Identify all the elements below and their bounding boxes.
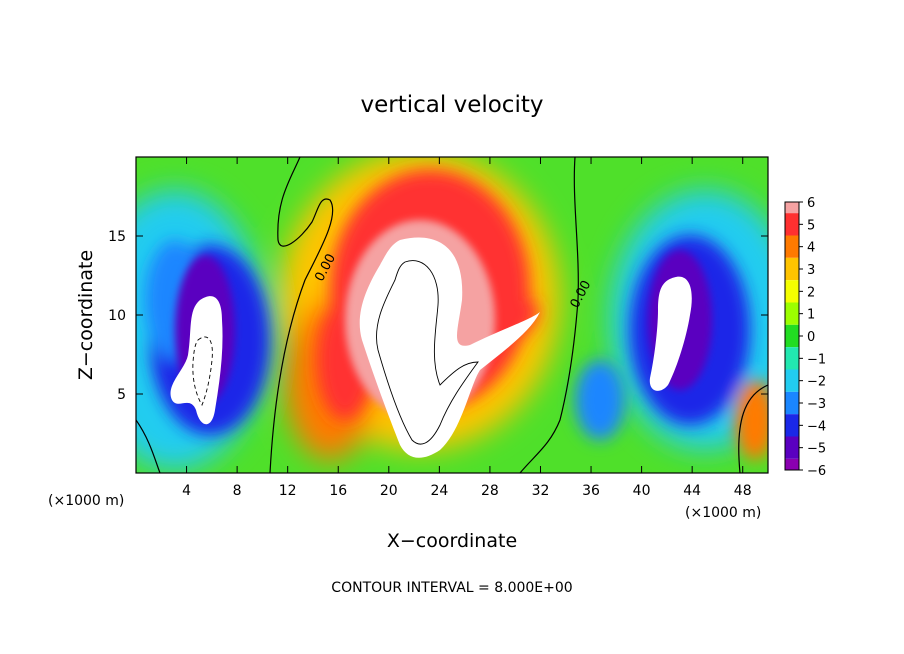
extreme-regions bbox=[170, 237, 692, 458]
plot-area: 0.00 0.00 bbox=[136, 157, 768, 473]
chart-title: vertical velocity bbox=[361, 92, 544, 118]
x-tick-label: 32 bbox=[532, 483, 550, 499]
zero-contour-bottom bbox=[136, 419, 161, 473]
colorbar-label: 5 bbox=[807, 218, 815, 233]
x-tick-label: 48 bbox=[734, 483, 752, 499]
colorbar-swatch bbox=[785, 458, 799, 470]
colorbar-label: 1 bbox=[807, 308, 815, 323]
x-tick-label: 44 bbox=[683, 483, 701, 499]
colorbar-label: −1 bbox=[807, 352, 826, 367]
x-tick-label: 12 bbox=[279, 483, 297, 499]
colorbar-label: −5 bbox=[807, 442, 826, 457]
x-tick-label: 8 bbox=[233, 483, 242, 499]
x-unit-left: (×1000 m) bbox=[48, 493, 124, 509]
colorbar-label: −3 bbox=[807, 397, 826, 412]
downdraft-contour-dashed bbox=[192, 336, 213, 407]
zero-contour-left bbox=[269, 157, 334, 473]
x-tick-label: 28 bbox=[481, 483, 499, 499]
colorbar-label: −2 bbox=[807, 375, 826, 390]
colorbar-label: 2 bbox=[807, 285, 815, 300]
x-tick-label: 20 bbox=[380, 483, 398, 499]
zero-contour-far-right bbox=[738, 384, 768, 473]
y-tick-label: 15 bbox=[108, 229, 126, 245]
y-axis: 5 10 15 bbox=[108, 229, 768, 403]
updraft-contour bbox=[376, 260, 479, 445]
colorbar-swatch bbox=[785, 369, 799, 392]
left-downdraft-core bbox=[170, 296, 223, 425]
colorbar-swatch bbox=[785, 202, 799, 214]
colorbar-swatch bbox=[785, 436, 799, 459]
y-tick-label: 5 bbox=[117, 387, 126, 403]
updraft-core bbox=[359, 237, 540, 458]
contour-lines bbox=[136, 157, 768, 473]
colorbar-swatch bbox=[785, 280, 799, 303]
colorbar-swatch bbox=[785, 391, 799, 415]
colorbar-swatch bbox=[785, 213, 799, 236]
colorbar-label: 6 bbox=[807, 196, 815, 211]
colorbar-swatch bbox=[785, 324, 799, 348]
colorbar-swatch bbox=[785, 302, 799, 325]
x-tick-label: 24 bbox=[430, 483, 448, 499]
colorbar-label: −4 bbox=[807, 419, 826, 434]
colorbar-label: −6 bbox=[807, 464, 826, 479]
right-downdraft-core bbox=[649, 276, 692, 391]
y-tick-label: 10 bbox=[108, 308, 126, 324]
x-tick-label: 16 bbox=[329, 483, 347, 499]
colorbar-label: 0 bbox=[807, 330, 815, 345]
x-tick-label: 40 bbox=[633, 483, 651, 499]
zero-contour-right bbox=[519, 157, 579, 473]
colorbar-swatch bbox=[785, 257, 799, 281]
colorbar-swatch bbox=[785, 235, 799, 258]
y-axis-label: Z−coordinate bbox=[75, 250, 97, 380]
contour-interval-footer: CONTOUR INTERVAL = 8.000E+00 bbox=[331, 580, 572, 596]
x-axis-label: X−coordinate bbox=[387, 530, 517, 552]
x-axis: 4 8 12 16 20 24 28 32 36 40 44 48 bbox=[182, 157, 752, 499]
colorbar-swatch bbox=[785, 414, 799, 437]
x-tick-label: 4 bbox=[182, 483, 191, 499]
x-tick-label: 36 bbox=[582, 483, 600, 499]
x-unit-right: (×1000 m) bbox=[685, 505, 761, 521]
colorbar-label: 4 bbox=[807, 241, 815, 256]
colorbar: 6 5 4 3 2 1 0 −1 −2 −3 −4 −5 −6 bbox=[784, 196, 826, 479]
colorbar-swatch bbox=[785, 347, 799, 370]
colorbar-label: 3 bbox=[807, 263, 815, 278]
